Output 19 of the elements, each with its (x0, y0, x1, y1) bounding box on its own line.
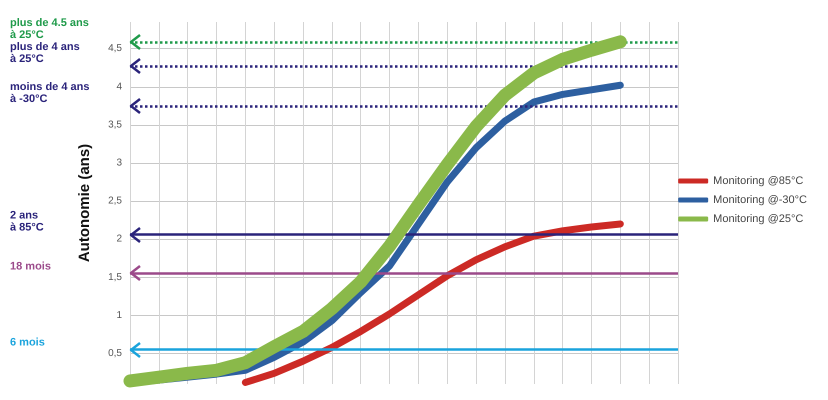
y-tick-label: 4,5 (108, 43, 122, 54)
ref-line-label: moins de 4 ans à -30°C (10, 80, 90, 105)
y-tick-label: 3,5 (108, 119, 122, 130)
y-tick-label: 1,5 (108, 272, 122, 283)
ref-line-label: plus de 4 ans à 25°C (10, 41, 80, 66)
ref-line-label: 18 mois (10, 260, 51, 272)
ref-line-label: 6 mois (10, 336, 45, 349)
y-axis-title: Autonomie (ans) (76, 144, 93, 262)
legend-label: Monitoring @-30°C (713, 194, 808, 206)
y-tick-label: 2 (116, 234, 122, 245)
legend-label: Monitoring @25°C (713, 213, 804, 225)
ref-line-label: 2 ans à 85°C (10, 210, 44, 234)
y-tick-label: 1 (116, 310, 122, 321)
y-tick-label: 4 (116, 81, 122, 92)
y-tick-label: 3 (116, 157, 122, 168)
y-tick-label: 0,5 (108, 348, 122, 360)
ref-line-label: plus de 4.5 ans à 25°C (10, 16, 89, 41)
y-tick-label: 2,5 (108, 196, 122, 207)
legend-label: Monitoring @85°C (713, 175, 804, 187)
